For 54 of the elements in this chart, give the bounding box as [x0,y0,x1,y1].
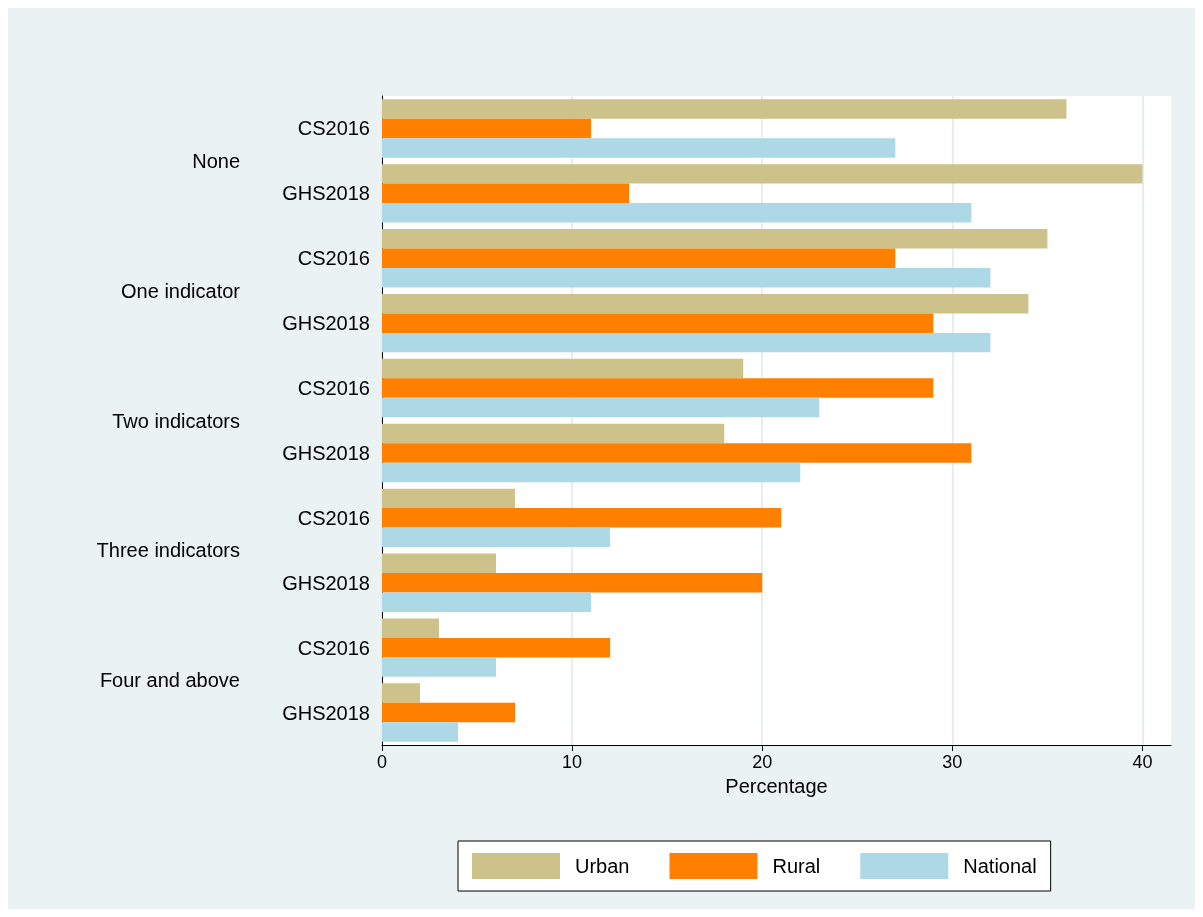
bar [382,183,630,204]
y-tick-label: CS2016 [297,247,370,270]
bar [382,118,592,139]
legend-label: Urban [575,855,630,877]
x-tick-label: 10 [562,752,583,772]
y-tick-label: CS2016 [297,636,370,659]
bar [382,618,440,638]
bar [382,637,611,658]
bar [382,267,991,288]
bar [382,423,725,444]
bar [382,358,744,379]
bar [382,99,1067,119]
bar [382,553,497,574]
bar [382,573,763,593]
bar [382,527,611,548]
y-tick-label: GHS2018 [282,182,370,205]
y-tick-label: GHS2018 [282,441,370,464]
bar [382,203,972,223]
y-tick-label: CS2016 [297,117,370,140]
bar [382,683,421,703]
text: Three indicators [96,539,240,562]
bar [382,313,934,333]
bar [382,443,972,463]
legend-label: National [963,855,1037,877]
bar [382,248,896,268]
bar [382,138,896,158]
bar [382,488,516,509]
legend-label: Rural [772,855,821,877]
y-tick-label: CS2016 [297,377,370,400]
x-tick-label: 40 [1132,752,1153,772]
bar [382,722,459,742]
y-tick-label: CS2016 [297,506,370,529]
bar [382,293,1029,314]
bar [382,657,497,677]
text: Four and above [99,669,240,692]
x-tick-label: 0 [376,752,388,772]
y-tick-label: GHS2018 [282,312,370,335]
bar [382,508,782,528]
bar [382,397,820,418]
bar [382,164,1143,184]
bar [382,702,516,723]
text: One indicator [121,279,241,302]
text: None [192,149,240,172]
y-tick-label: GHS2018 [282,701,370,724]
bar [382,378,934,398]
bar [382,462,801,483]
bar [382,229,1048,249]
x-tick-label: 30 [942,752,963,772]
bar [382,592,592,612]
x-axis-title: Percentage [725,774,828,797]
y-tick-label: GHS2018 [282,571,370,594]
text: Two indicators [112,409,240,432]
x-tick-label: 20 [752,752,773,772]
bar [382,332,991,353]
